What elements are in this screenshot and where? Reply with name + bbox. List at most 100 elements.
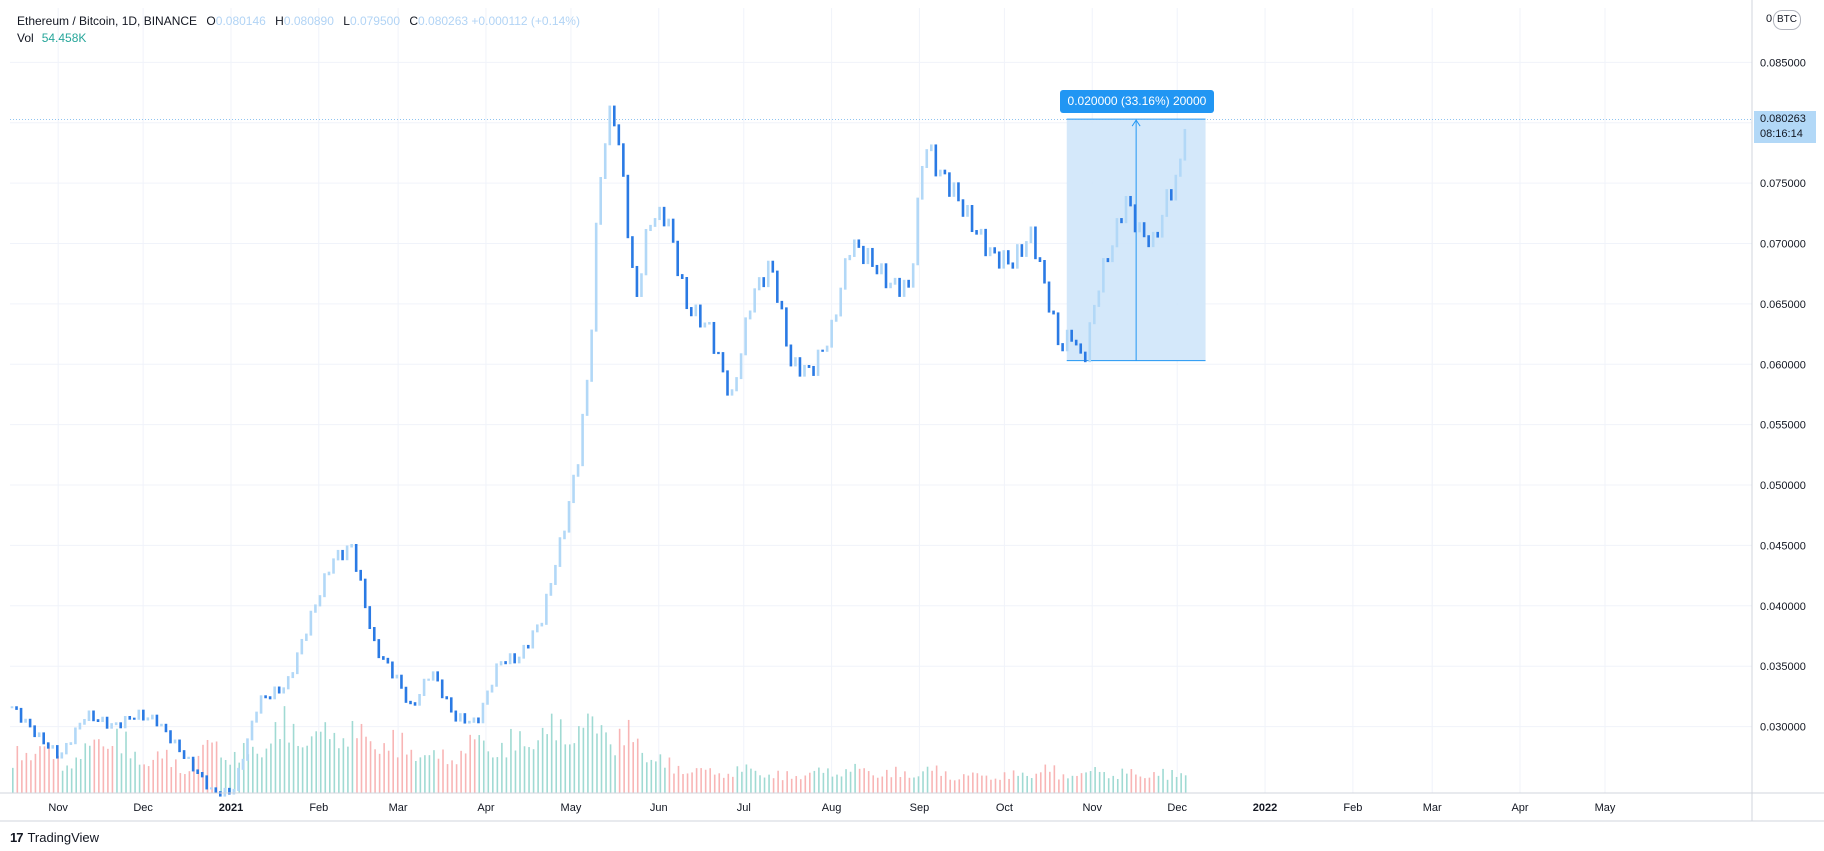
volume-bar: [116, 728, 118, 793]
chart-grid: [10, 8, 1752, 793]
volume-bar: [786, 771, 788, 793]
last-price-value: 0.080263: [1760, 112, 1806, 125]
symbol-title[interactable]: Ethereum / Bitcoin, 1D, BINANCE: [17, 14, 198, 28]
volume-bar: [899, 777, 902, 793]
volume-bar: [1089, 771, 1092, 793]
x-tick-label: Mar: [389, 802, 408, 814]
volume-bars: [12, 706, 1187, 793]
brand[interactable]: 17 TradingView: [10, 830, 99, 845]
x-tick-label: May: [1595, 802, 1616, 814]
volume-bar: [279, 739, 281, 793]
volume-bar: [501, 742, 503, 793]
volume-bar: [1012, 770, 1015, 793]
volume-bar: [741, 771, 743, 793]
volume-bar: [478, 735, 481, 793]
volume-bar: [405, 754, 408, 793]
volume-bar: [623, 745, 625, 793]
volume-bar: [596, 733, 598, 793]
volume-bar: [858, 768, 861, 793]
volume-bar: [759, 775, 761, 793]
volume-bar: [482, 740, 485, 793]
volume-bar: [387, 750, 390, 793]
volume-bar: [636, 738, 639, 793]
volume-bar: [156, 751, 159, 793]
volume-bar: [134, 751, 136, 793]
volume-bar: [822, 772, 825, 793]
volume-bar: [374, 749, 376, 793]
volume-bar: [1112, 775, 1115, 793]
volume-bar: [777, 770, 779, 793]
volume-bar: [537, 740, 539, 793]
volume-bar: [732, 776, 734, 793]
open-value: 0.080146: [215, 14, 266, 28]
volume-bar: [30, 760, 32, 793]
x-tick-label: Aug: [822, 802, 842, 814]
volume-bar: [867, 771, 870, 793]
volume-bar: [378, 753, 381, 793]
volume-bar: [283, 706, 286, 793]
volume-bar: [736, 766, 739, 793]
volume-bar: [953, 780, 956, 793]
volume-bar: [446, 764, 449, 793]
volume-bar: [396, 757, 399, 793]
volume-bar: [120, 753, 123, 793]
y-tick-label: 0.070000: [1760, 239, 1806, 251]
volume-bar: [496, 757, 499, 793]
volume-bar: [215, 741, 218, 793]
volume-bar: [650, 759, 653, 793]
volume-bar: [197, 755, 200, 793]
volume-bar: [831, 776, 834, 793]
currency-badge[interactable]: BTC: [1773, 10, 1801, 30]
open-label: O: [206, 14, 216, 28]
volume-bar: [125, 731, 127, 793]
volume-bar: [1003, 772, 1006, 793]
volume-bar: [718, 773, 721, 793]
volume-bar: [781, 780, 784, 793]
last-price-tag: 0.080263 08:16:14: [1754, 110, 1816, 143]
volume-bar: [727, 773, 730, 793]
volume-bar: [967, 775, 970, 793]
volume-bar: [129, 758, 132, 793]
volume-bar: [21, 760, 23, 793]
volume-bar: [247, 754, 250, 793]
volume-bar: [107, 748, 109, 793]
volume-bar: [958, 779, 961, 793]
volume-bar: [813, 770, 816, 793]
volume-bar: [1085, 772, 1087, 793]
volume-bar: [1017, 775, 1019, 793]
volume-bar: [469, 734, 471, 793]
volume-bar: [659, 754, 662, 793]
volume-bar: [224, 760, 227, 793]
volume-bar: [627, 719, 630, 793]
y-tick-label: 0.075000: [1760, 178, 1806, 190]
volume-bar: [1171, 769, 1173, 793]
volume-bar: [265, 748, 268, 793]
volume-bar: [1049, 771, 1051, 793]
volume-bar: [188, 771, 191, 793]
volume-bar: [578, 726, 580, 793]
volume-legend: Vol 54.458K: [17, 30, 86, 47]
volume-label[interactable]: Vol: [17, 31, 34, 45]
volume-bar: [401, 732, 404, 793]
volume-bar: [1094, 767, 1096, 793]
volume-bar: [297, 745, 299, 793]
volume-bar: [505, 757, 508, 793]
volume-bar: [328, 739, 331, 793]
y-tick-label: 0.045000: [1760, 540, 1806, 552]
low-label: L: [343, 14, 350, 28]
volume-bar: [949, 779, 952, 793]
volume-bar: [677, 765, 680, 793]
volume-bar: [261, 757, 263, 793]
volume-bar: [419, 757, 422, 793]
volume-bar: [147, 766, 150, 793]
volume-bar: [93, 739, 96, 793]
volume-bar: [541, 727, 544, 793]
volume-bar: [641, 752, 644, 793]
volume-bar: [713, 774, 716, 793]
volume-bar: [179, 773, 182, 793]
volume-bar: [1175, 776, 1178, 793]
volume-bar: [1126, 773, 1128, 793]
volume-bar: [1130, 769, 1133, 793]
volume-bar: [12, 767, 14, 793]
